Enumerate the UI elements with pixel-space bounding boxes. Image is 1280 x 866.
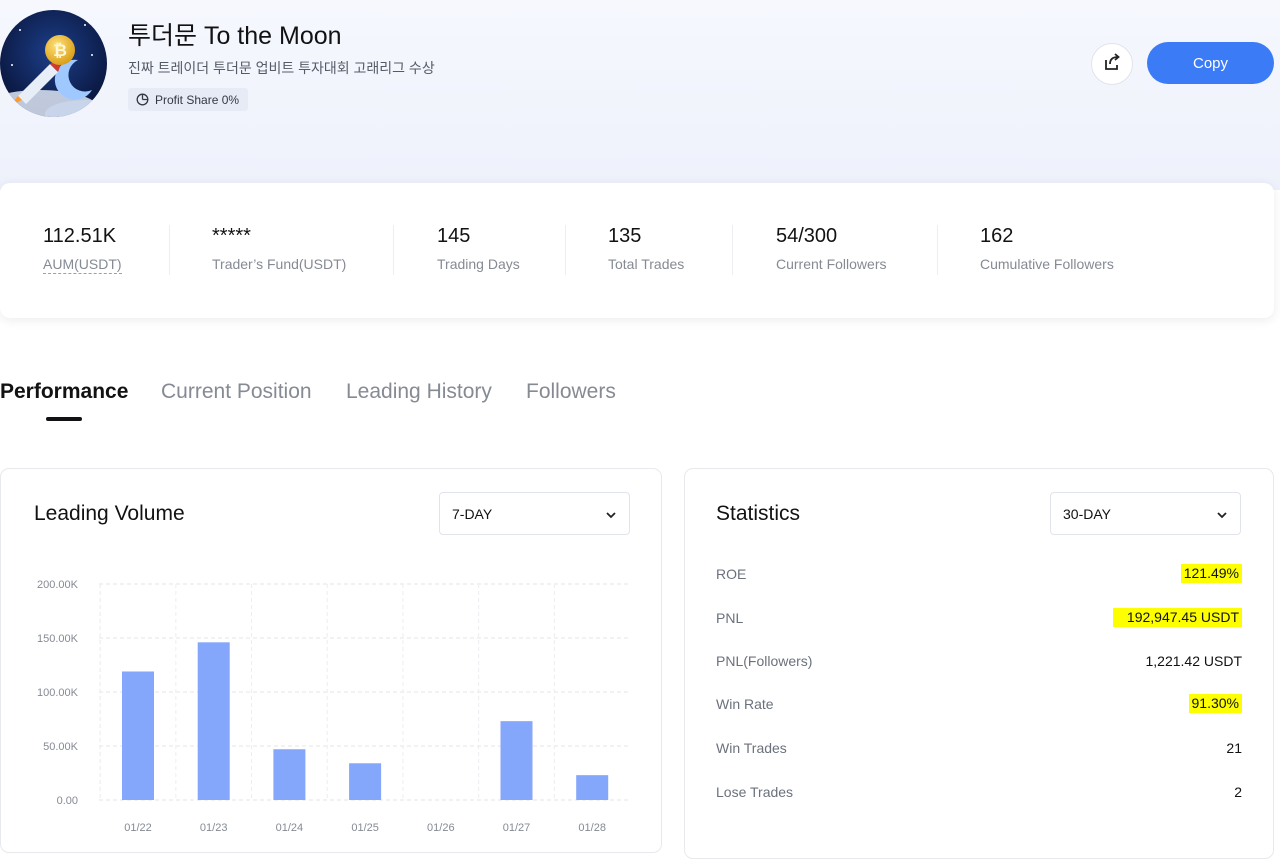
y-tick-label: 200.00K [37,579,79,591]
panel-title: Statistics [716,502,801,525]
dropdown-value: 7-DAY [452,505,493,522]
trader-bio: 진짜 트레이더 투더문 업비트 투자대회 고래리그 수상 [128,60,435,76]
x-tick-label: 01/23 [200,822,228,834]
stat-row-win-rate: Win Rate 91.30% [716,693,1242,717]
svg-text:₿: ₿ [53,41,67,60]
share-button[interactable] [1091,43,1133,85]
stat-value: ***** [212,225,251,247]
stat-value: 2 [1234,784,1242,800]
stat-row-roe: ROE 121.49% [716,563,1242,587]
active-tab-indicator [46,417,82,421]
divider [732,225,733,275]
divider [393,225,394,275]
profit-share-badge: Profit Share 0% [128,88,249,111]
x-tick-label: 01/26 [427,822,455,834]
x-tick-label: 01/22 [124,822,152,834]
summary-card: 112.51K AUM(USDT) ***** Trader’s Fund(US… [0,183,1274,318]
stat-label: Trading Days [437,256,520,272]
dropdown-value: 30-DAY [1063,505,1111,522]
avatar-image: ₿ [0,10,107,117]
bar-01-22 [122,671,154,800]
statistics-panel: Statistics 30-DAY ROE 121.49% PNL 192,94… [684,468,1274,859]
stat-label: Total Trades [608,256,685,272]
y-tick-label: 0.00 [57,795,78,807]
stat-row-win-trades: Win Trades 21 [716,737,1242,761]
stat-value: 54/300 [776,225,838,247]
chevron-down-icon [1216,506,1228,522]
x-tick-label: 01/25 [351,822,379,834]
stat-key: PNL [716,610,744,626]
stat-value: 21 [1226,740,1242,756]
chevron-down-icon [605,506,617,522]
stat-value: 121.49% [1180,564,1242,583]
stat-value: 162 [980,225,1014,247]
stat-value: 192,947.45 USDT [1112,608,1242,627]
tab-performance[interactable]: Performance [0,380,129,403]
stat-value: 145 [437,225,471,247]
divider [937,225,938,275]
avatar: ₿ [0,10,107,117]
stat-value: 112.51K [43,225,117,247]
tab-current-position[interactable]: Current Position [161,380,312,403]
stat-value: 1,221.42 USDT [1145,653,1243,669]
bar-01-23 [197,642,230,800]
y-tick-label: 50.00K [43,741,79,753]
x-tick-label: 01/27 [503,822,531,834]
stat-key: ROE [716,566,747,582]
pie-chart-icon [136,93,149,106]
tab-leading-history[interactable]: Leading History [346,380,492,403]
share-icon [1102,52,1122,77]
copy-button[interactable]: Copy [1147,42,1274,84]
stat-label: Cumulative Followers [980,256,1114,272]
panel-title: Leading Volume [34,502,185,525]
x-tick-label: 01/28 [578,822,606,834]
stat-label: Trader’s Fund(USDT) [212,256,347,272]
tab-followers[interactable]: Followers [526,380,616,403]
bar-01-27 [500,721,533,800]
stat-key: PNL(Followers) [716,653,813,669]
bar-01-28 [576,775,609,800]
y-tick-label: 100.00K [37,687,79,699]
x-tick-label: 01/24 [276,822,304,834]
divider [565,225,566,275]
volume-period-dropdown[interactable]: 7-DAY [439,492,630,535]
leading-volume-panel: Leading Volume 7-DAY 0.00 50.00K 100.00K 15… [0,468,662,853]
trader-name: 투더문 To the Moon [128,22,342,50]
bar-01-24 [273,749,306,800]
statistics-period-dropdown[interactable]: 30-DAY [1050,492,1241,535]
stat-row-pnl-followers: PNL(Followers) 1,221.42 USDT [716,650,1242,674]
stat-key: Win Rate [716,696,774,712]
stat-key: Win Trades [716,740,787,756]
bar-01-25 [349,763,382,800]
leading-volume-chart: 0.00 50.00K 100.00K 150.00K 200.00K 01/22 01/2… [37,579,628,834]
stat-label[interactable]: AUM(USDT) [43,256,122,274]
y-tick-label: 150.00K [37,633,79,645]
stat-row-lose-trades: Lose Trades 2 [716,781,1242,805]
stat-row-pnl: PNL 192,947.45 USDT [716,607,1242,631]
stat-value: 135 [608,225,642,247]
divider [169,225,170,275]
stat-label: Current Followers [776,256,887,272]
stat-value: 91.30% [1188,694,1242,713]
stat-key: Lose Trades [716,784,794,800]
profit-share-text: Profit Share 0% [155,92,240,107]
